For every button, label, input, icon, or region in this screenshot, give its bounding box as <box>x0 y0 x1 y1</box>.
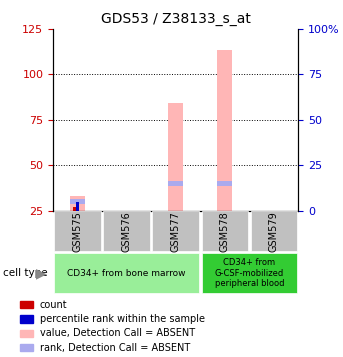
Text: rank, Detection Call = ABSENT: rank, Detection Call = ABSENT <box>39 343 190 353</box>
Bar <box>217 50 232 211</box>
Bar <box>217 181 232 186</box>
Text: cell type: cell type <box>3 268 48 278</box>
Text: GSM579: GSM579 <box>269 211 279 252</box>
Bar <box>20 301 33 308</box>
Bar <box>251 211 297 251</box>
Text: GSM576: GSM576 <box>122 211 132 252</box>
Bar <box>20 315 33 323</box>
Bar <box>168 181 183 186</box>
Bar <box>202 211 248 251</box>
Text: GSM578: GSM578 <box>220 211 230 252</box>
Bar <box>72 207 76 211</box>
Bar <box>20 330 33 337</box>
Bar <box>153 211 199 251</box>
Bar <box>70 196 85 211</box>
Text: ▶: ▶ <box>36 266 47 280</box>
Bar <box>104 211 150 251</box>
Bar <box>202 253 297 293</box>
Text: percentile rank within the sample: percentile rank within the sample <box>39 314 204 324</box>
Text: GSM575: GSM575 <box>73 211 83 252</box>
Title: GDS53 / Z38133_s_at: GDS53 / Z38133_s_at <box>101 12 251 26</box>
Text: CD34+ from bone marrow: CD34+ from bone marrow <box>68 268 186 278</box>
Bar <box>70 199 85 204</box>
Bar <box>20 344 33 351</box>
Text: GSM577: GSM577 <box>171 211 181 252</box>
Bar <box>76 201 80 211</box>
Text: count: count <box>39 300 67 310</box>
Bar <box>168 103 183 211</box>
Text: value, Detection Call = ABSENT: value, Detection Call = ABSENT <box>39 328 194 338</box>
Text: CD34+ from
G-CSF-mobilized
peripheral blood: CD34+ from G-CSF-mobilized peripheral bl… <box>215 258 284 288</box>
Bar <box>55 253 199 293</box>
Bar <box>55 211 101 251</box>
